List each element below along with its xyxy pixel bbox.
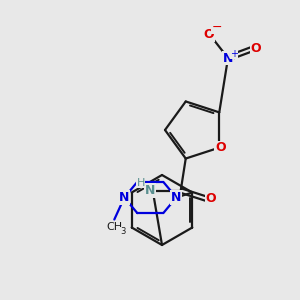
Text: N: N [145,184,155,197]
Text: N: N [119,191,130,204]
Text: O: O [215,141,226,154]
Text: O: O [206,192,216,205]
Text: O: O [251,41,261,55]
Text: H: H [136,178,145,188]
Text: N: N [223,52,233,64]
Text: O: O [204,28,214,41]
Text: CH: CH [106,223,122,232]
Text: N: N [171,191,181,204]
Text: 3: 3 [121,227,126,236]
Text: +: + [230,49,238,59]
Text: −: − [212,20,222,34]
